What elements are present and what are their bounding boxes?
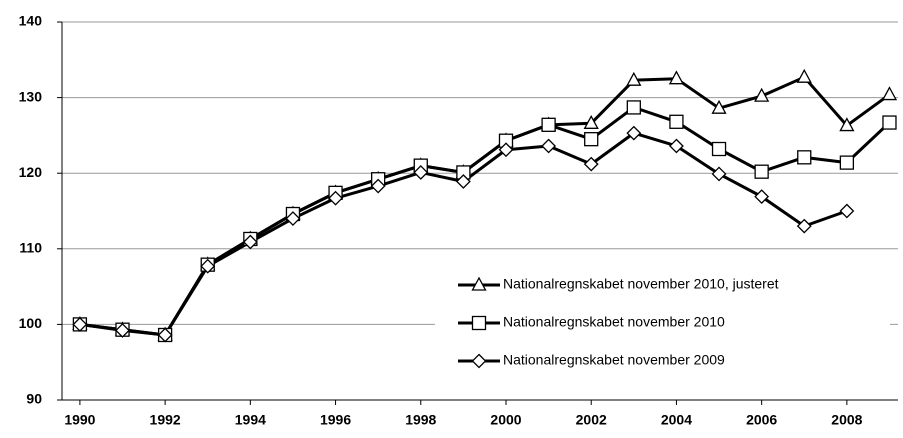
legend: Nationalregnskabet november 2010, juster…	[435, 266, 890, 380]
x-tick-label: 1996	[320, 412, 351, 428]
x-tick-label: 2002	[576, 412, 607, 428]
x-tick-label: 1992	[150, 412, 181, 428]
marker-triangle	[711, 99, 727, 114]
x-tick-label: 1998	[405, 412, 436, 428]
marker-square	[626, 100, 641, 115]
marker-diamond	[157, 327, 173, 343]
marker-diamond	[541, 138, 557, 154]
marker-diamond	[711, 166, 727, 182]
y-tick-label: 120	[19, 164, 43, 180]
marker-square	[711, 141, 727, 157]
y-tick-label: 100	[19, 315, 43, 331]
x-tick-label: 2008	[831, 412, 862, 428]
x-tick-label: 2000	[490, 412, 521, 428]
marker-triangle	[796, 68, 812, 83]
marker-diamond	[242, 234, 258, 250]
marker-square	[584, 132, 599, 147]
marker-triangle	[881, 86, 898, 101]
x-tick-label: 1994	[235, 412, 266, 428]
marker-diamond	[285, 211, 301, 226]
legend-label: Nationalregnskabet november 2009	[503, 352, 725, 368]
y-tick-label: 110	[19, 240, 42, 256]
marker-square	[471, 315, 487, 331]
legend-label: Nationalregnskabet november 2010, juster…	[503, 276, 779, 292]
marker-diamond	[796, 218, 812, 234]
marker-triangle	[626, 71, 642, 86]
marker-triangle	[839, 117, 855, 132]
marker-triangle	[668, 70, 685, 85]
marker-triangle	[754, 87, 770, 102]
marker-diamond	[115, 323, 130, 338]
marker-diamond	[839, 203, 855, 219]
marker-square	[754, 164, 769, 179]
marker-diamond	[471, 353, 487, 369]
marker-diamond	[328, 190, 343, 206]
marker-triangle	[471, 276, 487, 291]
marker-diamond	[455, 174, 471, 189]
marker-diamond	[754, 189, 770, 205]
marker-square	[839, 155, 855, 170]
marker-triangle	[583, 114, 599, 129]
marker-square	[669, 114, 684, 129]
marker-diamond	[370, 178, 386, 194]
x-tick-label: 2004	[661, 412, 692, 428]
y-tick-label: 90	[26, 391, 42, 407]
marker-diamond	[200, 258, 216, 274]
marker-diamond	[583, 156, 599, 172]
legend-background	[435, 266, 890, 380]
marker-diamond	[626, 125, 642, 141]
marker-diamond	[413, 165, 429, 180]
marker-square	[882, 115, 897, 130]
y-tick-label: 130	[19, 88, 43, 104]
marker-square	[541, 117, 556, 132]
x-tick-label: 1990	[64, 412, 95, 428]
x-tick-label: 2006	[746, 412, 777, 428]
legend-label: Nationalregnskabet november 2010	[503, 314, 725, 330]
marker-diamond	[72, 316, 88, 332]
marker-diamond	[498, 142, 514, 158]
marker-square	[797, 150, 812, 165]
marker-diamond	[669, 138, 684, 154]
y-tick-label: 140	[19, 13, 43, 29]
